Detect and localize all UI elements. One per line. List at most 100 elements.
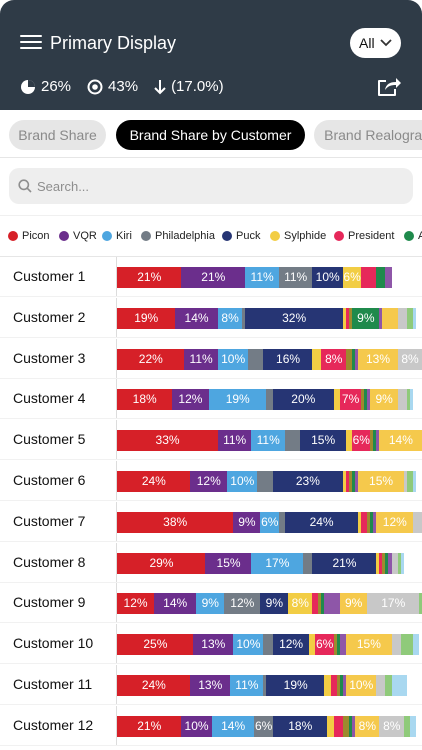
bar-segment[interactable] <box>263 634 274 656</box>
bar-segment[interactable] <box>351 471 356 492</box>
bar-segment[interactable]: 10% <box>232 634 264 656</box>
customer-row[interactable]: Customer 12 21% 10% 14% 6% 18% 8% 8% <box>0 705 422 746</box>
bar-segment[interactable] <box>248 348 264 370</box>
bar-segment[interactable] <box>391 552 399 574</box>
bar-segment[interactable] <box>345 307 350 329</box>
bar-segment[interactable] <box>327 715 335 737</box>
bar-segment[interactable]: 11% <box>184 348 219 370</box>
search-input[interactable] <box>37 168 407 204</box>
bar-segment[interactable] <box>379 552 383 574</box>
bar-segment[interactable]: 10% <box>181 715 213 737</box>
bar-segment[interactable]: 33% <box>117 430 219 452</box>
bar-segment[interactable] <box>263 675 267 696</box>
bar-segment[interactable] <box>342 471 347 492</box>
stacked-bar[interactable]: 24% 12% 10% 23% 15% <box>117 471 422 492</box>
stacked-bar[interactable]: 33% 11% 11% 15% 6% 14% <box>117 430 422 452</box>
bar-segment[interactable]: 18% <box>117 389 173 411</box>
customer-row[interactable]: Customer 2 19% 14% 8% 32% 9% <box>0 297 422 338</box>
customer-row[interactable]: Customer 3 22% 11% 10% 16% 8% 13% 8% <box>0 338 422 379</box>
stacked-bar[interactable]: 38% 9% 6% 24% 12% <box>117 511 422 533</box>
bar-segment[interactable] <box>400 552 405 574</box>
share-icon[interactable] <box>376 74 402 98</box>
bar-segment[interactable] <box>406 471 414 492</box>
bar-segment[interactable] <box>406 307 414 329</box>
bar-segment[interactable]: 24% <box>117 471 191 492</box>
bar-segment[interactable] <box>361 511 368 533</box>
bar-segment[interactable]: 9% <box>196 593 225 615</box>
customer-row[interactable]: Customer 6 24% 12% 10% 23% 15% <box>0 461 422 501</box>
bar-segment[interactable]: 11% <box>251 430 286 452</box>
bar-segment[interactable]: 21% <box>117 267 182 288</box>
bar-segment[interactable]: 16% <box>263 348 313 370</box>
customer-row[interactable]: Customer 8 29% 15% 17% 21% <box>0 542 422 583</box>
bar-segment[interactable]: 7% <box>339 389 362 411</box>
bar-segment[interactable] <box>345 430 353 452</box>
bar-segment[interactable] <box>418 593 422 615</box>
bar-segment[interactable]: 13% <box>190 675 231 696</box>
bar-segment[interactable]: 12% <box>190 471 228 492</box>
bar-segment[interactable] <box>367 389 371 411</box>
bar-segment[interactable]: 12% <box>223 593 261 615</box>
bar-segment[interactable] <box>312 348 322 370</box>
bar-segment[interactable]: 24% <box>284 511 359 533</box>
stacked-bar[interactable]: 19% 14% 8% 32% 9% <box>117 307 422 329</box>
bar-segment[interactable]: 8% <box>354 715 380 737</box>
bar-segment[interactable] <box>373 430 377 452</box>
bar-segment[interactable]: 6% <box>342 267 362 288</box>
customer-row[interactable]: Customer 4 18% 12% 19% 20% 7% 9% <box>0 379 422 420</box>
bar-segment[interactable]: 9% <box>370 389 399 411</box>
bar-segment[interactable] <box>330 675 338 696</box>
customer-row[interactable]: Customer 7 38% 9% 6% 24% 12% <box>0 501 422 542</box>
bar-segment[interactable]: 29% <box>117 552 206 574</box>
bar-segment[interactable] <box>312 593 319 615</box>
bar-segment[interactable] <box>379 307 383 329</box>
bar-segment[interactable] <box>257 471 274 492</box>
bar-segment[interactable] <box>309 634 316 656</box>
stacked-bar[interactable]: 29% 15% 17% 21% <box>117 552 422 574</box>
bar-segment[interactable] <box>364 389 368 411</box>
bar-segment[interactable] <box>348 715 353 737</box>
bar-segment[interactable]: 12% <box>117 593 155 615</box>
bar-segment[interactable]: 32% <box>245 307 344 329</box>
bar-segment[interactable]: 11% <box>229 675 264 696</box>
bar-segment[interactable] <box>324 675 331 696</box>
bar-segment[interactable] <box>342 675 347 696</box>
bar-segment[interactable]: 15% <box>205 552 252 574</box>
bar-segment[interactable] <box>339 634 347 656</box>
bar-segment[interactable] <box>242 307 246 329</box>
bar-segment[interactable] <box>367 511 371 533</box>
bar-segment[interactable] <box>361 389 365 411</box>
bar-segment[interactable]: 24% <box>117 675 191 696</box>
bar-segment[interactable]: 8% <box>287 593 313 615</box>
bar-segment[interactable]: 21% <box>312 552 377 574</box>
bar-segment[interactable] <box>342 307 347 329</box>
bar-segment[interactable] <box>397 552 402 574</box>
bar-segment[interactable] <box>303 552 313 574</box>
bar-segment[interactable]: 9% <box>260 593 289 615</box>
bar-segment[interactable]: 10% <box>345 675 377 696</box>
bar-segment[interactable]: 19% <box>266 675 325 696</box>
bar-segment[interactable] <box>348 471 353 492</box>
customer-row[interactable]: Customer 11 24% 13% 11% 19% 10% <box>0 665 422 705</box>
bar-segment[interactable]: 11% <box>245 267 280 288</box>
bar-segment[interactable]: 13% <box>357 348 399 370</box>
bar-segment[interactable] <box>385 675 392 696</box>
bar-segment[interactable]: 11% <box>217 430 252 452</box>
bar-segment[interactable]: 6% <box>260 511 280 533</box>
bar-segment[interactable] <box>412 307 417 329</box>
bar-segment[interactable]: 10% <box>226 471 258 492</box>
bar-segment[interactable] <box>403 715 411 737</box>
bar-segment[interactable]: 8% <box>379 715 405 737</box>
bar-segment[interactable]: 12% <box>376 511 414 533</box>
bar-segment[interactable]: 22% <box>117 348 185 370</box>
bar-segment[interactable]: 21% <box>181 267 246 288</box>
bar-segment[interactable] <box>412 511 422 533</box>
bar-segment[interactable]: 6% <box>315 634 335 656</box>
bar-segment[interactable] <box>397 307 408 329</box>
bar-segment[interactable] <box>397 389 408 411</box>
bar-segment[interactable]: 6% <box>351 430 371 452</box>
bar-segment[interactable]: 14% <box>174 307 219 329</box>
stacked-bar[interactable]: 25% 13% 10% 12% 6% 15% <box>117 634 422 656</box>
bar-segment[interactable] <box>278 511 286 533</box>
bar-segment[interactable]: 14% <box>379 430 422 452</box>
